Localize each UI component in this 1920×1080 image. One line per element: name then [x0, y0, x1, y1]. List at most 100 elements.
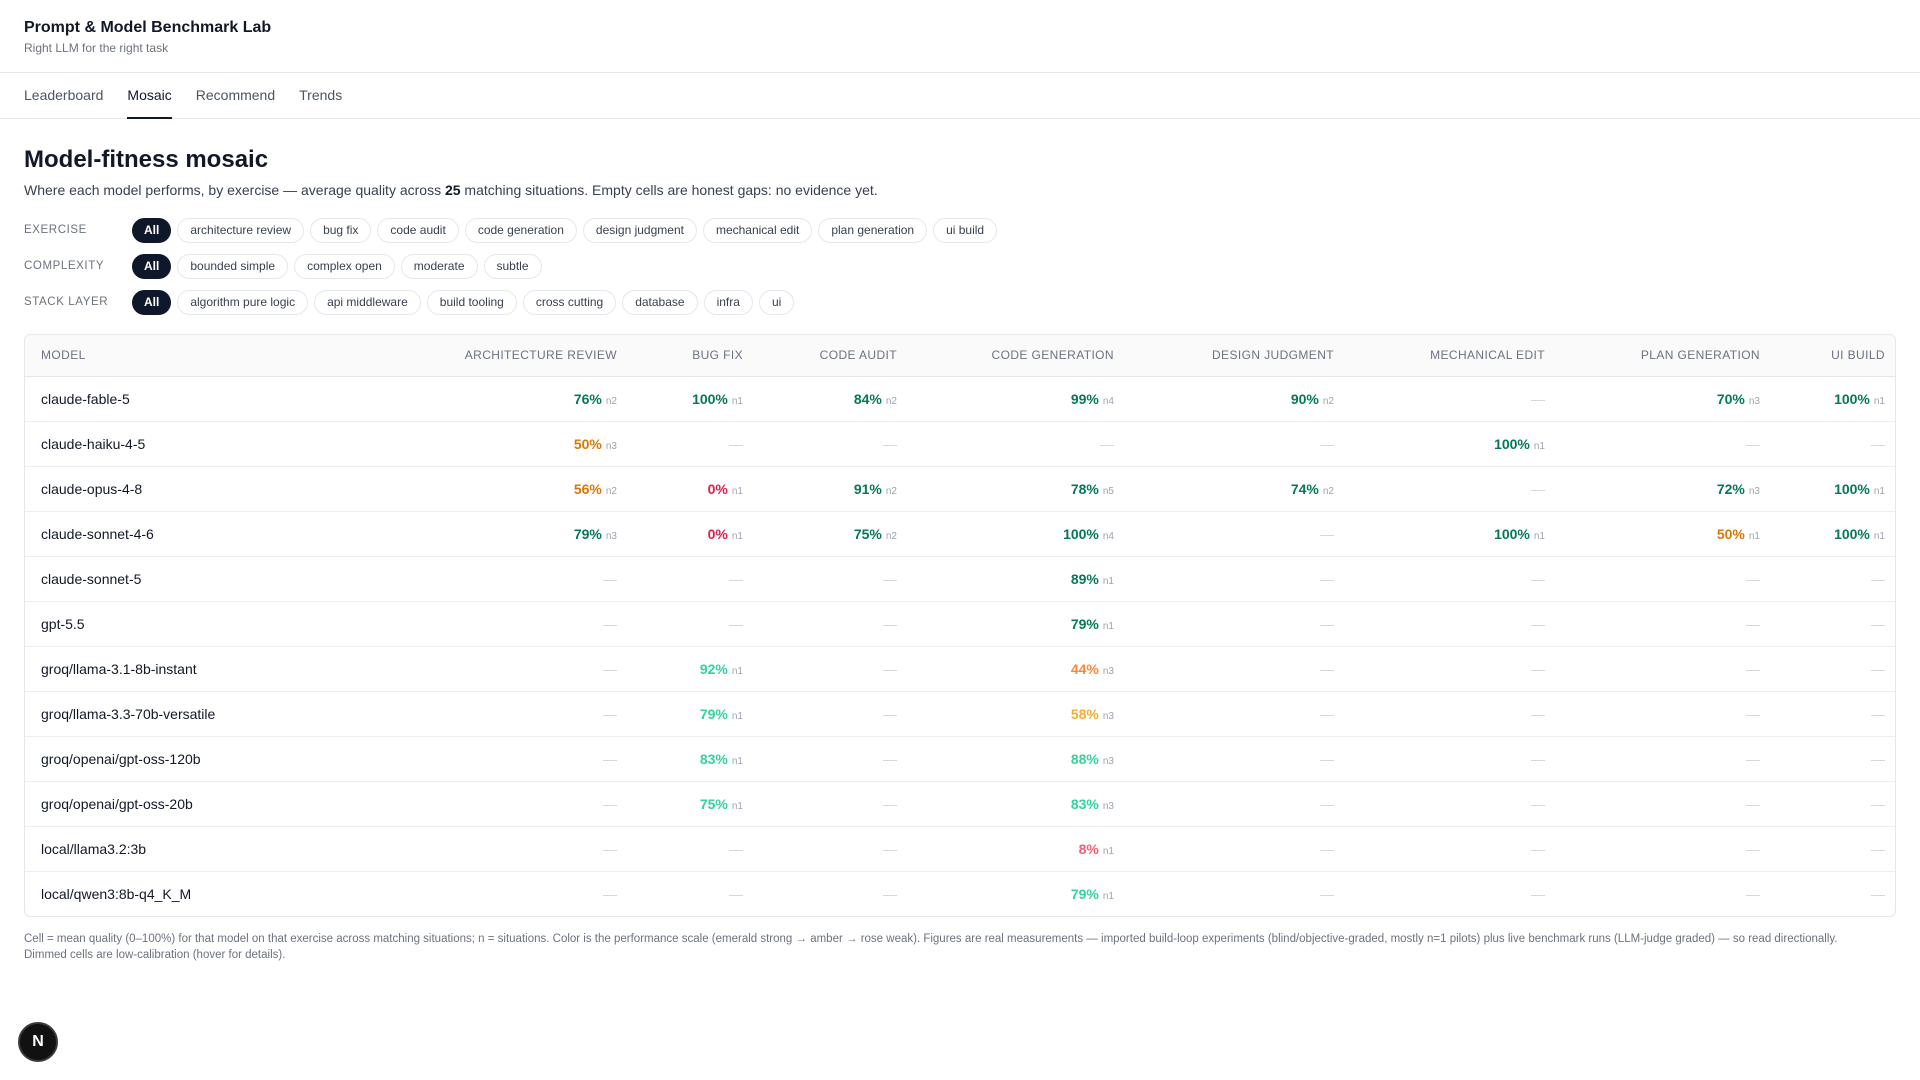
- table-row[interactable]: claude-haiku-4-5 50% n3— — — —100% n1— —: [25, 421, 1895, 467]
- filter-chip-design-judgment[interactable]: design judgment: [582, 217, 697, 243]
- score-cell[interactable]: 83% n1: [629, 736, 755, 782]
- score-cell[interactable]: 74% n2: [1126, 466, 1346, 512]
- filter-chip-code-generation[interactable]: code generation: [464, 217, 577, 243]
- score-cell: —: [1346, 691, 1557, 737]
- empty-cell-dash: —: [603, 885, 617, 902]
- score-cell[interactable]: 100% n4: [909, 511, 1126, 557]
- filter-chip-database[interactable]: database: [622, 289, 698, 315]
- score-cell[interactable]: 50% n3: [325, 421, 629, 467]
- column-header-plan-generation[interactable]: Plan generation: [1557, 335, 1772, 377]
- score-cell[interactable]: 100% n1: [1346, 421, 1557, 467]
- score-cell[interactable]: 91% n2: [755, 466, 909, 512]
- filter-chip-algorithm-pure-logic[interactable]: algorithm pure logic: [177, 289, 309, 315]
- score-cell[interactable]: 100% n1: [1772, 376, 1895, 422]
- filter-chip-build-tooling[interactable]: build tooling: [426, 289, 517, 315]
- score-cell[interactable]: 72% n3: [1557, 466, 1772, 512]
- score-cell[interactable]: 90% n2: [1126, 376, 1346, 422]
- score-cell: —: [1126, 871, 1346, 916]
- score-cell[interactable]: 100% n1: [1772, 511, 1895, 557]
- table-row[interactable]: gpt-5.5 — — — 79% n1 — — — —: [25, 601, 1895, 647]
- filter-chip-bounded-simple[interactable]: bounded simple: [177, 253, 289, 279]
- filter-chip-cross-cutting[interactable]: cross cutting: [522, 289, 617, 315]
- score-cell[interactable]: 0% n1: [629, 466, 755, 512]
- filter-chip-bug-fix[interactable]: bug fix: [310, 217, 372, 243]
- score-cell[interactable]: 75% n1: [629, 781, 755, 827]
- score-cell[interactable]: 44% n3: [909, 646, 1126, 692]
- table-row[interactable]: claude-opus-4-8 56% n2 0% n1 91% n2 78% n5 74% n2—…: [25, 466, 1895, 512]
- score-cell[interactable]: 83% n3: [909, 781, 1126, 827]
- score-cell[interactable]: 100% n1: [1772, 466, 1895, 512]
- empty-cell-dash: —: [1871, 840, 1885, 857]
- filter-chip-ui[interactable]: ui: [758, 289, 795, 315]
- score-cell[interactable]: 70% n3: [1557, 376, 1772, 422]
- column-header-ui-build[interactable]: UI build: [1772, 335, 1895, 377]
- filter-chip-subtle[interactable]: subtle: [483, 253, 542, 279]
- score-cell[interactable]: 92% n1: [629, 646, 755, 692]
- score-cell[interactable]: 0% n1: [629, 511, 755, 557]
- tab-trends[interactable]: Trends: [299, 87, 343, 103]
- score-value: 0%: [707, 525, 728, 542]
- filter-chip-architecture-review[interactable]: architecture review: [177, 217, 305, 243]
- filter-chip-plan-generation[interactable]: plan generation: [818, 217, 928, 243]
- score-cell: —: [1772, 781, 1895, 827]
- filter-chip-moderate[interactable]: moderate: [400, 253, 478, 279]
- nextjs-icon[interactable]: N: [18, 1022, 58, 1062]
- table-row[interactable]: local/llama3.2:3b — — — 8% n1 — — — —: [25, 826, 1895, 872]
- score-cell[interactable]: 76% n2: [325, 376, 629, 422]
- table-row[interactable]: claude-sonnet-4-6 79% n3 0% n1 75% n2 100% n4—10…: [25, 511, 1895, 557]
- score-cell: —: [1126, 736, 1346, 782]
- score-cell[interactable]: 88% n3: [909, 736, 1126, 782]
- filter-chip-api-middleware[interactable]: api middleware: [314, 289, 421, 315]
- sample-count: n2: [885, 530, 897, 542]
- table-row[interactable]: groq/openai/gpt-oss-120b — 83% n1 — 88% n3 — — — —: [25, 736, 1895, 782]
- table-row[interactable]: groq/openai/gpt-oss-20b — 75% n1 — 83% n3 — — — —: [25, 781, 1895, 827]
- score-cell[interactable]: 56% n2: [325, 466, 629, 512]
- filter-chip-all[interactable]: All: [132, 217, 172, 243]
- score-cell[interactable]: 79% n3: [325, 511, 629, 557]
- table-row[interactable]: local/qwen3:8b-q4_K_M — — — 79% n1 — — — —: [25, 871, 1895, 916]
- filter-chip-all[interactable]: All: [132, 253, 172, 279]
- filter-chip-complex-open[interactable]: complex open: [294, 253, 395, 279]
- score-cell: —: [1772, 826, 1895, 872]
- filter-chip-all[interactable]: All: [132, 289, 172, 315]
- tab-recommend[interactable]: Recommend: [195, 87, 276, 103]
- column-header-design-judgment[interactable]: Design judgment: [1126, 335, 1346, 377]
- score-cell[interactable]: 8% n1: [909, 826, 1126, 872]
- score-cell[interactable]: 100% n1: [629, 376, 755, 422]
- column-header-code-generation[interactable]: Code generation: [909, 335, 1126, 377]
- score-cell[interactable]: 50% n1: [1557, 511, 1772, 557]
- table-row[interactable]: groq/llama-3.3-70b-versatile — 79% n1 — 58% n3…: [25, 691, 1895, 737]
- tab-mosaic[interactable]: Mosaic: [127, 73, 172, 119]
- sample-count: n3: [1102, 755, 1114, 767]
- sample-count: n1: [1102, 845, 1114, 857]
- column-header-code-audit[interactable]: Code audit: [755, 335, 909, 377]
- sample-count: n1: [1533, 530, 1545, 542]
- filter-chip-infra[interactable]: infra: [703, 289, 753, 315]
- column-header-architecture-review[interactable]: Architecture review: [325, 335, 629, 377]
- score-cell[interactable]: 84% n2: [755, 376, 909, 422]
- filter-chip-ui-build[interactable]: ui build: [933, 217, 998, 243]
- main-content: Model-fitness mosaic Where each model pe…: [0, 119, 1920, 963]
- score-cell[interactable]: 58% n3: [909, 691, 1126, 737]
- empty-cell-dash: —: [729, 570, 743, 587]
- model-name: local/llama3.2:3b: [25, 826, 325, 872]
- score-cell[interactable]: 75% n2: [755, 511, 909, 557]
- empty-cell-dash: —: [1320, 705, 1334, 722]
- tab-leaderboard[interactable]: Leaderboard: [24, 87, 104, 103]
- table-row[interactable]: groq/llama-3.1-8b-instant — 92% n1 — 44% n3 — — —…: [25, 646, 1895, 692]
- table-row[interactable]: claude-fable-5 76% n2 100% n1 84% n2 99% n4 90% n2…: [25, 376, 1895, 422]
- score-cell[interactable]: 78% n5: [909, 466, 1126, 512]
- table-row[interactable]: claude-sonnet-5 — — — 89% n1 — — — —: [25, 556, 1895, 602]
- column-header-bug-fix[interactable]: Bug fix: [629, 335, 755, 377]
- score-cell[interactable]: 89% n1: [909, 556, 1126, 602]
- score-cell: —: [325, 826, 629, 872]
- score-cell[interactable]: 100% n1: [1346, 511, 1557, 557]
- score-cell[interactable]: 79% n1: [629, 691, 755, 737]
- score-cell[interactable]: 79% n1: [909, 601, 1126, 647]
- score-cell[interactable]: 79% n1: [909, 871, 1126, 916]
- filter-chip-code-audit[interactable]: code audit: [377, 217, 459, 243]
- filter-chip-mechanical-edit[interactable]: mechanical edit: [702, 217, 813, 243]
- column-header-mechanical-edit[interactable]: Mechanical edit: [1346, 335, 1557, 377]
- score-cell[interactable]: 99% n4: [909, 376, 1126, 422]
- sample-count: n1: [1102, 890, 1114, 902]
